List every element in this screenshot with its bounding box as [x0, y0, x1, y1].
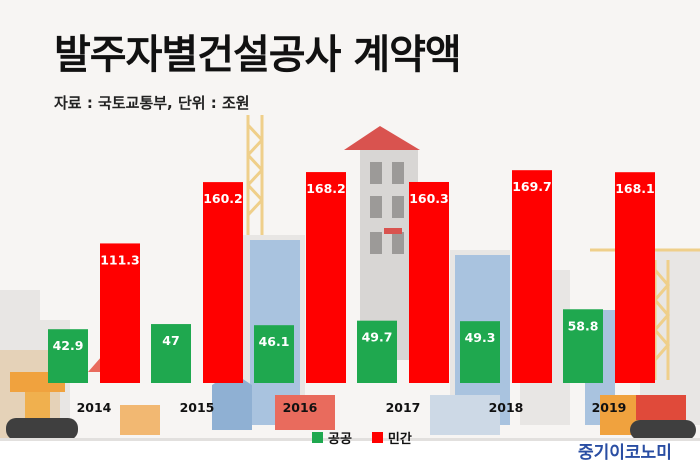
chart-title: 발주자별건설공사 계약액 — [54, 32, 462, 78]
bar-private-2016 — [306, 172, 346, 383]
data-label-private-2017: 160.3 — [409, 191, 449, 206]
data-label-public-2017: 49.7 — [362, 330, 393, 345]
data-label-public-2018: 49.3 — [465, 330, 496, 345]
x-tick-label-2019: 2019 — [592, 400, 627, 415]
data-label-private-2016: 168.2 — [306, 181, 346, 196]
data-label-public-2014: 42.9 — [53, 338, 84, 353]
data-label-public-2019: 58.8 — [568, 318, 599, 333]
legend-label-public: 공공 — [328, 432, 352, 447]
bar-public-2019 — [563, 309, 603, 383]
brand-logo: 중기이코노미 — [578, 443, 672, 463]
x-tick-label-2018: 2018 — [489, 400, 524, 415]
x-tick-label-2017: 2017 — [386, 400, 421, 415]
x-tick-label-2016: 2016 — [283, 400, 318, 415]
bar-private-2015 — [203, 182, 243, 383]
data-label-public-2015: 47 — [162, 333, 179, 348]
bar-public-2015 — [151, 324, 191, 383]
data-label-private-2015: 160.2 — [203, 191, 243, 206]
legend-item-public: 공공 — [312, 428, 352, 447]
data-label-private-2018: 169.7 — [512, 179, 552, 194]
legend-swatch-private — [371, 432, 383, 443]
chart-subtitle: 자료 : 국토교통부, 단위 : 조원 — [54, 94, 250, 112]
bar-public-2014 — [48, 329, 88, 383]
bar-public-2016 — [254, 325, 294, 383]
bar-private-2019 — [615, 172, 655, 383]
bar-private-2018 — [512, 170, 552, 383]
legend-item-private: 민간 — [371, 428, 412, 447]
bar-public-2017 — [357, 320, 397, 383]
bar-private-2017 — [409, 181, 449, 383]
legend-label-private: 민간 — [387, 432, 412, 447]
data-label-private-2014: 111.3 — [100, 252, 140, 267]
data-label-public-2016: 46.1 — [259, 334, 290, 349]
data-label-private-2019: 168.1 — [615, 181, 655, 196]
legend: 공공 민간 — [312, 428, 424, 447]
x-tick-label-2015: 2015 — [180, 400, 215, 415]
bar-private-2014 — [100, 243, 140, 383]
bar-public-2018 — [460, 321, 500, 383]
legend-swatch-public — [312, 432, 323, 443]
x-tick-label-2014: 2014 — [77, 400, 112, 415]
